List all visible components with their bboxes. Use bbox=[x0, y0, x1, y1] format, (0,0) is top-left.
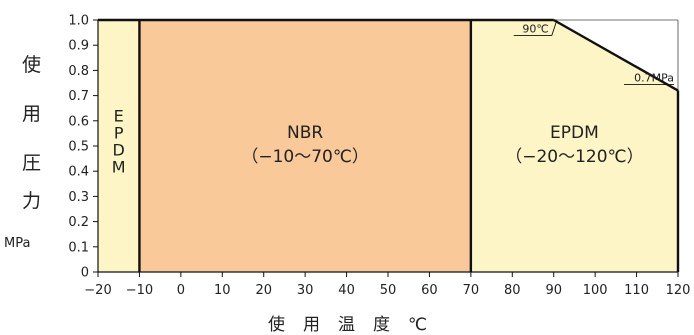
x-tick-label: 60 bbox=[421, 283, 438, 298]
x-tick-label: 100 bbox=[583, 283, 608, 298]
region-nbr-1 bbox=[139, 20, 471, 272]
region-label-epdm-char: M bbox=[112, 157, 126, 176]
region-label-epdm-char: P bbox=[114, 123, 124, 142]
y-tick-label: 0.5 bbox=[68, 140, 89, 155]
annotation-07mpa: 0.7MPa bbox=[634, 72, 674, 85]
annotation-90c: 90℃ bbox=[522, 23, 548, 36]
y-tick-label: 0.3 bbox=[68, 190, 89, 205]
x-tick-label: 90 bbox=[545, 283, 562, 298]
x-tick-label: 70 bbox=[463, 283, 480, 298]
annotation-90c-leader bbox=[551, 20, 558, 36]
x-tick-label: 40 bbox=[338, 283, 355, 298]
region-epdm-0 bbox=[98, 20, 140, 272]
y-tick-label: 0.9 bbox=[68, 39, 89, 54]
x-tick-label: 20 bbox=[255, 283, 272, 298]
x-tick-label: 10 bbox=[214, 283, 231, 298]
y-axis-label-char-2: 用 bbox=[22, 103, 42, 125]
x-axis-label: 使用温度℃ bbox=[268, 315, 446, 335]
x-tick-label: 50 bbox=[380, 283, 397, 298]
x-tick-label: −10 bbox=[126, 283, 153, 298]
region-epdm-2 bbox=[470, 20, 678, 272]
y-tick-label: 0.6 bbox=[68, 114, 89, 129]
x-tick-label: −20 bbox=[84, 283, 111, 298]
x-tick-label: 30 bbox=[297, 283, 314, 298]
x-tick-label: 110 bbox=[624, 283, 649, 298]
region-label-epdm-name: EPDM bbox=[550, 123, 599, 143]
y-tick-label: 0.4 bbox=[68, 165, 89, 180]
region-label-epdm-range: （−20〜120℃） bbox=[505, 147, 643, 167]
y-axis-label-char-1: 使 bbox=[22, 54, 42, 76]
y-tick-label: 0.7 bbox=[68, 89, 89, 104]
x-tick-label: 80 bbox=[504, 283, 521, 298]
y-axis-unit: MPa bbox=[4, 236, 31, 251]
y-tick-label: 1.0 bbox=[68, 14, 89, 29]
region-label-nbr-name: NBR bbox=[287, 123, 323, 143]
region-label-epdm-char: D bbox=[113, 140, 125, 159]
region-label-nbr-range: （−10〜70℃） bbox=[241, 147, 369, 167]
y-tick-label: 0.1 bbox=[68, 240, 89, 255]
x-tick-label: 0 bbox=[177, 283, 185, 298]
y-tick-label: 0.2 bbox=[68, 215, 89, 230]
x-tick-label: 120 bbox=[666, 283, 691, 298]
region-label-epdm-char: E bbox=[114, 106, 124, 125]
y-tick-label: 0 bbox=[81, 266, 89, 281]
region-border-diagonal bbox=[553, 18, 679, 92]
y-axis-label-char-3: 圧 bbox=[22, 152, 42, 174]
y-tick-label: 0.8 bbox=[68, 64, 89, 79]
y-axis-label-char-4: 力 bbox=[22, 190, 42, 212]
